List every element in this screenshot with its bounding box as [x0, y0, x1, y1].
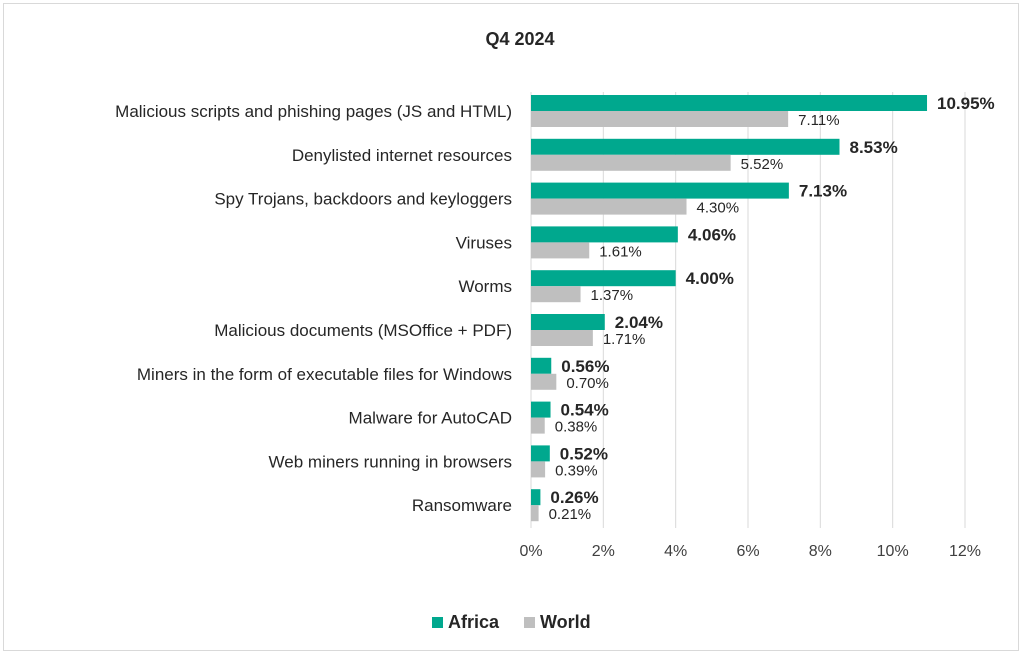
- data-label-world: 7.11%: [798, 112, 839, 129]
- category-labels: Malicious scripts and phishing pages (JS…: [115, 102, 512, 515]
- x-tick-label: 12%: [949, 543, 981, 560]
- legend-swatch-africa: [432, 617, 443, 628]
- bar-world: [531, 373, 557, 390]
- bar-world: [531, 286, 581, 303]
- data-label-africa: 0.54%: [561, 401, 609, 420]
- legend-label-africa: Africa: [448, 612, 500, 632]
- data-label-africa: 10.95%: [937, 94, 995, 113]
- x-tick-label: 0%: [519, 543, 542, 560]
- bar-africa: [531, 138, 840, 155]
- data-label-world: 1.71%: [603, 331, 646, 348]
- bar-africa: [531, 357, 552, 374]
- data-label-africa: 4.06%: [688, 225, 736, 244]
- data-label-world: 1.37%: [591, 287, 634, 304]
- chart-title: Q4 2024: [485, 29, 554, 49]
- data-label-africa: 0.26%: [550, 488, 598, 507]
- bar-africa: [531, 182, 789, 199]
- data-label-africa: 7.13%: [799, 182, 847, 201]
- bar-world: [531, 417, 545, 434]
- data-label-world: 5.52%: [741, 156, 784, 173]
- bar-africa: [531, 270, 676, 287]
- bar-world: [531, 330, 593, 346]
- x-axis-ticks: 0% 2% 4% 6% 8% 10% 12%: [519, 543, 981, 560]
- category-label: Malware for AutoCAD: [349, 409, 512, 428]
- bar-africa: [531, 226, 678, 243]
- bar-world: [531, 461, 546, 478]
- data-label-world: 0.39%: [555, 462, 598, 479]
- category-label: Malicious scripts and phishing pages (JS…: [115, 102, 512, 121]
- category-label: Worms: [458, 277, 512, 296]
- bar-world: [531, 154, 731, 171]
- legend-swatch-world: [524, 617, 535, 628]
- data-label-world: 0.38%: [555, 419, 598, 436]
- data-label-africa: 0.52%: [560, 444, 608, 463]
- bar-africa: [531, 489, 541, 506]
- data-label-africa: 8.53%: [850, 138, 898, 157]
- bar-africa: [531, 445, 550, 462]
- category-label: Viruses: [456, 233, 512, 252]
- data-label-africa: 4.00%: [686, 269, 734, 288]
- legend: Africa World: [432, 612, 591, 632]
- data-label-world: 0.70%: [566, 375, 609, 392]
- bar-world: [531, 505, 539, 522]
- legend-label-world: World: [540, 612, 591, 632]
- data-label-africa: 2.04%: [615, 313, 663, 332]
- category-label: Miners in the form of executable files f…: [137, 365, 512, 384]
- x-tick-label: 2%: [592, 543, 615, 560]
- bar-africa: [531, 401, 551, 418]
- bar-world: [531, 198, 687, 215]
- category-label: Malicious documents (MSOffice + PDF): [214, 321, 512, 340]
- category-label: Denylisted internet resources: [292, 146, 512, 165]
- bar-world: [531, 111, 789, 127]
- x-tick-label: 10%: [877, 543, 909, 560]
- bar-africa: [531, 314, 605, 330]
- category-label: Ransomware: [412, 496, 512, 515]
- data-label-africa: 0.56%: [561, 357, 609, 376]
- bar-africa: [531, 95, 928, 111]
- bars: 10.95% 7.11% 8.53% 5.52% 7.13% 4.30% 4.06% 1.61…: [531, 94, 995, 523]
- bar-world: [531, 242, 590, 259]
- category-label: Web miners running in browsers: [269, 452, 512, 471]
- x-tick-label: 4%: [664, 543, 687, 560]
- x-tick-label: 6%: [736, 543, 759, 560]
- data-label-world: 4.30%: [697, 200, 740, 217]
- category-label: Spy Trojans, backdoors and keyloggers: [214, 190, 512, 209]
- data-label-world: 0.21%: [549, 506, 592, 523]
- x-tick-label: 8%: [809, 543, 832, 560]
- data-label-world: 1.61%: [599, 243, 642, 260]
